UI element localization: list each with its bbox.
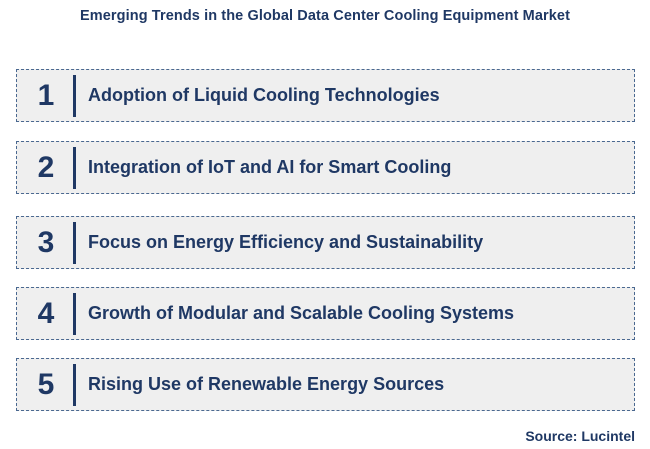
- trend-label: Rising Use of Renewable Energy Sources: [88, 374, 445, 394]
- trend-divider: [73, 147, 76, 189]
- trend-row-1: 1 Adoption of Liquid Cooling Technologie…: [16, 69, 635, 122]
- trend-divider: [73, 222, 76, 264]
- trend-label: Focus on Energy Efficiency and Sustainab…: [88, 232, 484, 252]
- diagram-title: Emerging Trends in the Global Data Cente…: [80, 8, 570, 24]
- trend-number: 1: [37, 78, 55, 112]
- trend-label: Adoption of Liquid Cooling Technologies: [88, 85, 440, 105]
- source-label: Source: Lucintel: [525, 428, 635, 444]
- trend-divider: [73, 75, 76, 117]
- trend-number: 2: [37, 150, 55, 184]
- trend-row-2: 2 Integration of IoT and AI for Smart Co…: [16, 141, 635, 194]
- trend-number: 3: [37, 225, 55, 259]
- trend-label: Integration of IoT and AI for Smart Cool…: [88, 157, 452, 177]
- trend-row-5: 5 Rising Use of Renewable Energy Sources: [16, 358, 635, 411]
- trend-divider: [73, 293, 76, 335]
- trend-label: Growth of Modular and Scalable Cooling S…: [88, 303, 515, 323]
- trend-row-4: 4 Growth of Modular and Scalable Cooling…: [16, 287, 635, 340]
- trend-row-3: 3 Focus on Energy Efficiency and Sustain…: [16, 216, 635, 269]
- trend-number: 4: [37, 296, 55, 330]
- trend-divider: [73, 364, 76, 406]
- trend-number: 5: [37, 367, 55, 401]
